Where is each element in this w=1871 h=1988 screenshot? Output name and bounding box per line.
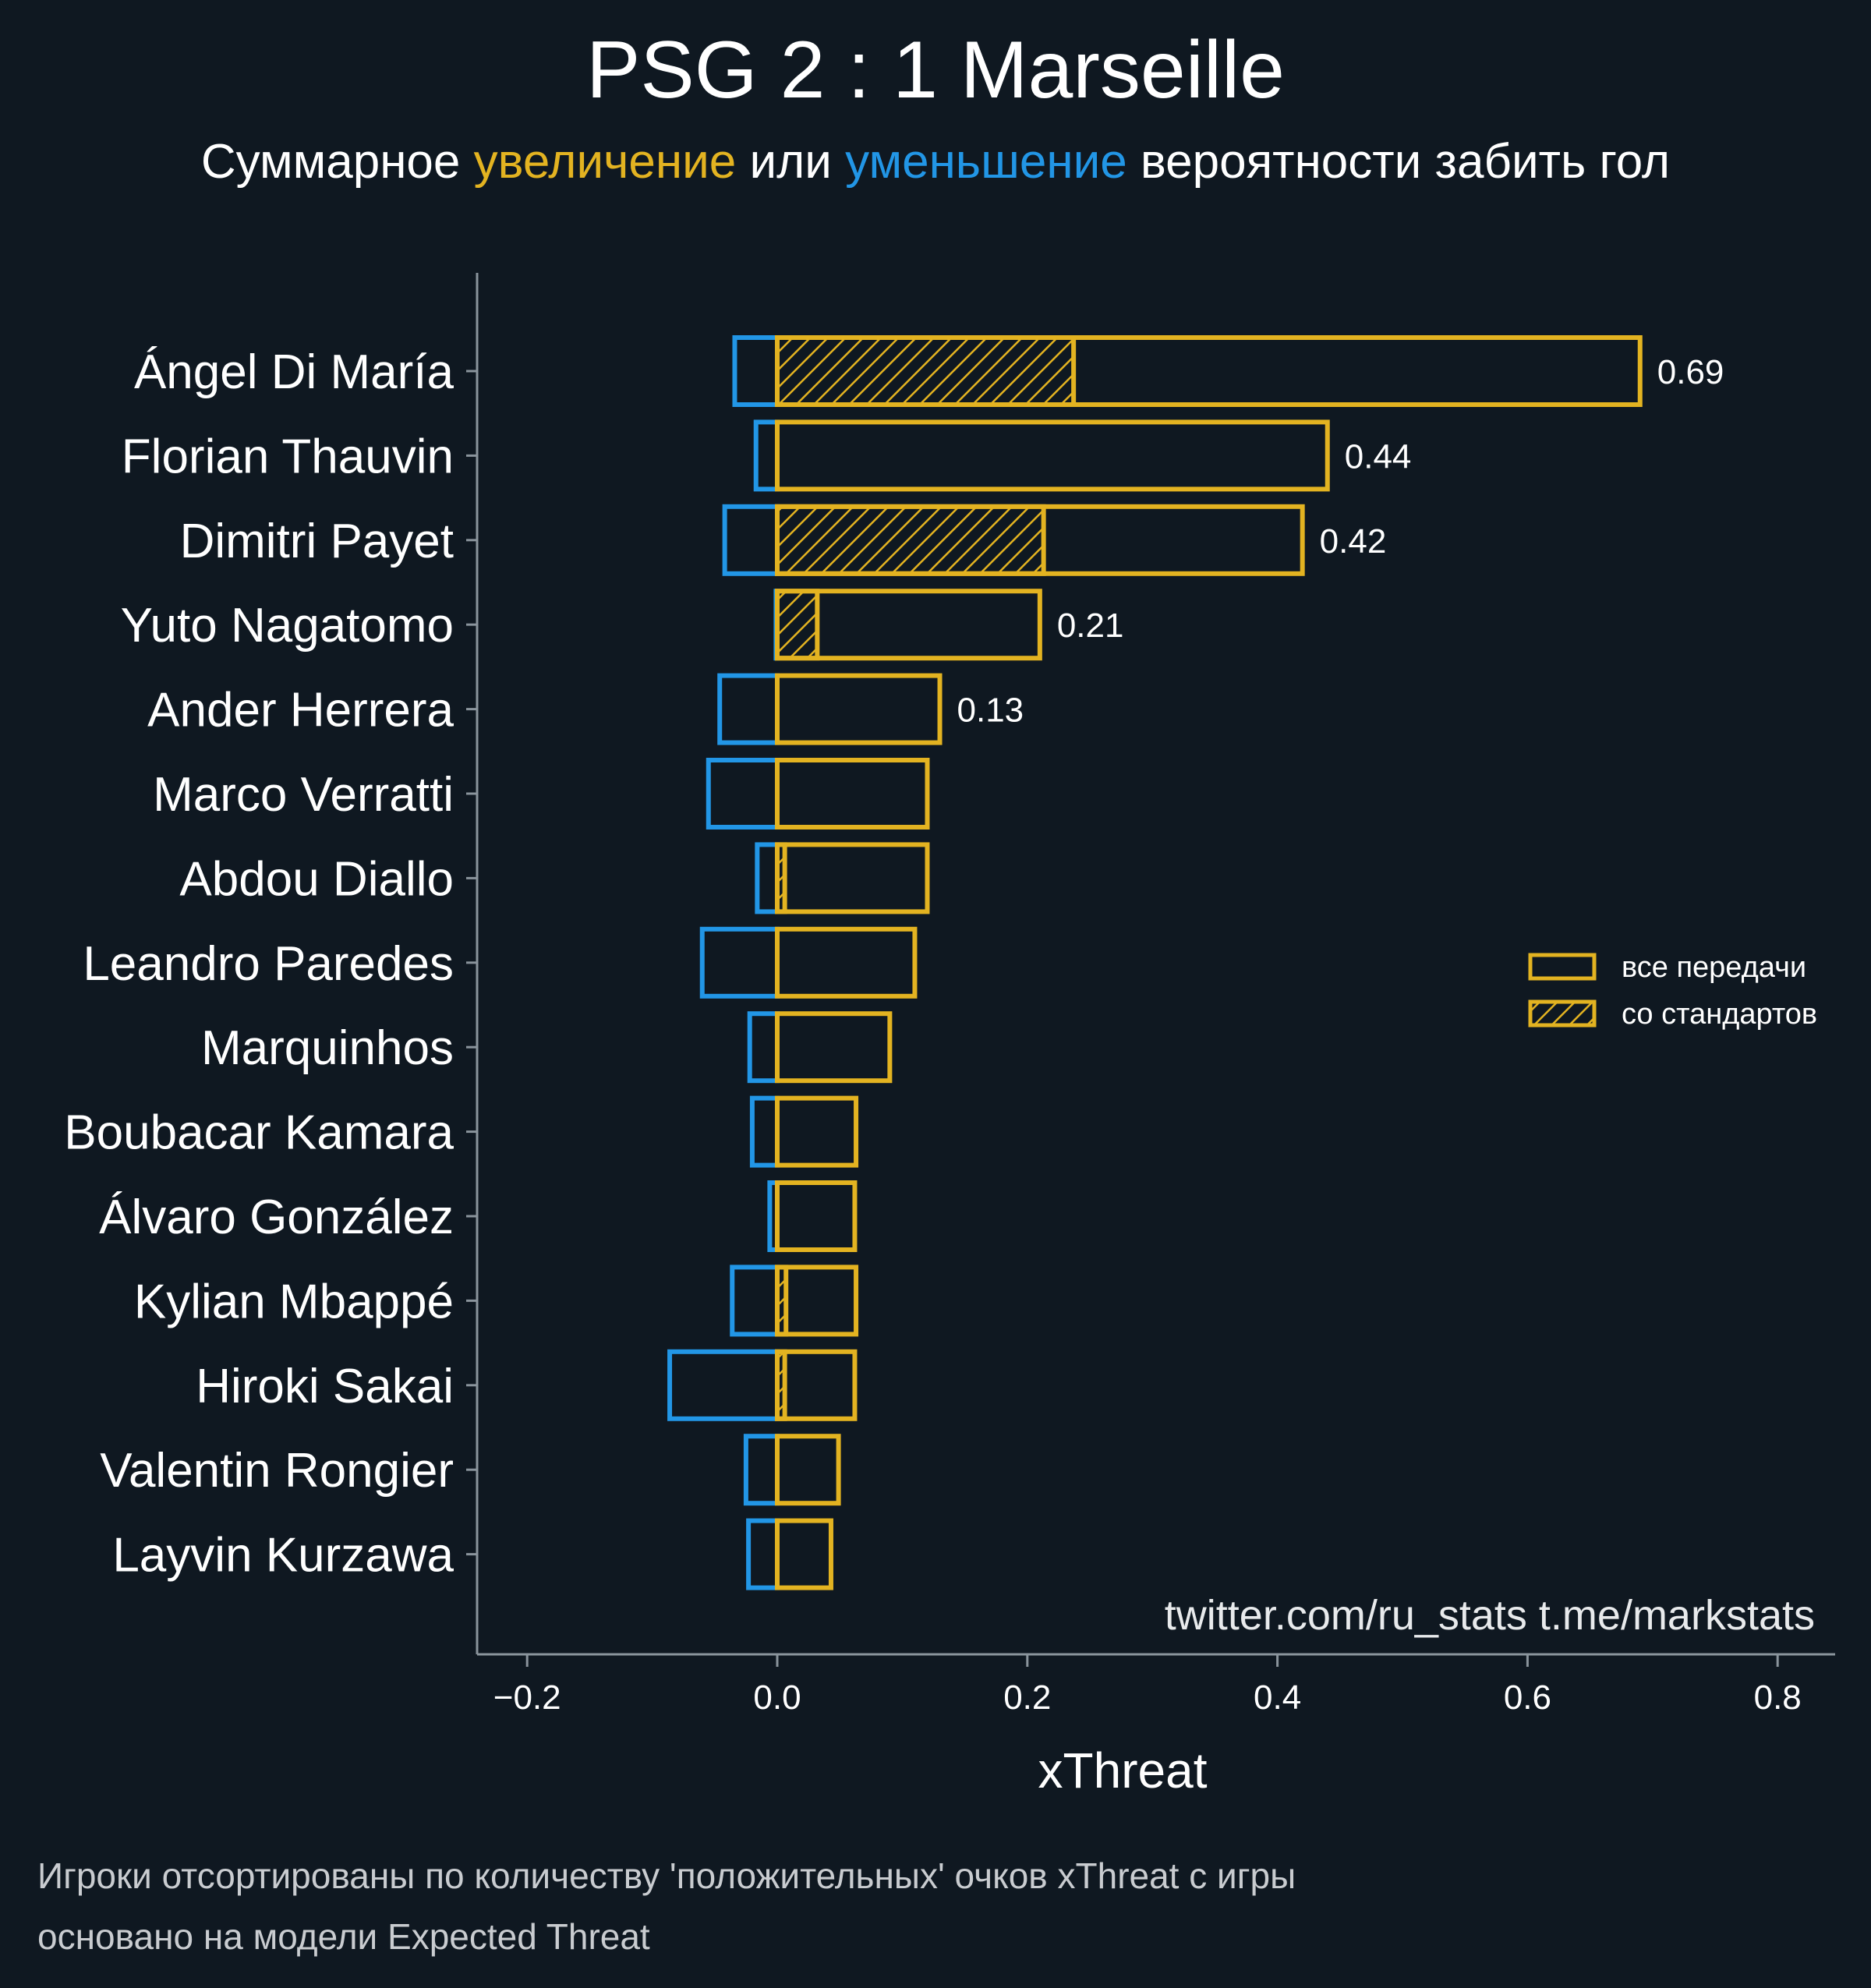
legend-label-all-passes: все передачи xyxy=(1622,951,1806,984)
footnote-model: основано на модели Expected Threat xyxy=(37,1916,650,1957)
subtitle-part2: или xyxy=(736,135,845,189)
bar-negative xyxy=(667,1349,780,1421)
bar-positive xyxy=(775,1349,858,1421)
bar-negative xyxy=(722,504,780,576)
bar-value-label: 0.44 xyxy=(1345,437,1412,476)
bar-negative xyxy=(699,926,780,999)
y-tick-label: Dimitri Payet xyxy=(180,515,454,568)
x-axis-title: xThreat xyxy=(1038,1742,1208,1799)
bar-positive xyxy=(775,758,930,830)
y-tick-label: Marco Verratti xyxy=(153,768,454,822)
footnote-sorting: Игроки отсортированы по количеству 'поло… xyxy=(37,1855,1296,1896)
bar-negative xyxy=(730,1265,780,1337)
x-tick-label: 0.8 xyxy=(1754,1678,1802,1717)
bar-positive xyxy=(775,1011,893,1084)
x-tick-label: −0.2 xyxy=(493,1678,561,1717)
bar-positive xyxy=(775,589,1042,661)
x-tick-label: 0.4 xyxy=(1254,1678,1301,1717)
bar-negative xyxy=(749,1095,780,1168)
credit-text: twitter.com/ru_stats t.me/markstats xyxy=(1165,1592,1815,1639)
bar-negative xyxy=(732,335,780,407)
subtitle-part3: вероятности забить гол xyxy=(1127,135,1670,189)
bar-positive xyxy=(775,1095,859,1168)
y-tick-label: Leandro Paredes xyxy=(83,937,454,991)
bar-positive xyxy=(775,1518,833,1590)
y-tick-label: Abdou Diallo xyxy=(179,852,454,906)
chart-subtitle: Суммарное увеличение или уменьшение веро… xyxy=(201,135,1670,189)
bar-negative xyxy=(747,1011,780,1084)
bar-set-piece xyxy=(775,335,1077,407)
y-tick-label: Valentin Rongier xyxy=(100,1444,454,1498)
bar-negative xyxy=(743,1434,780,1506)
bar-value-label: 0.42 xyxy=(1320,522,1387,561)
axes: −0.2 0.0 0.2 0.4 0.6 0.8 xyxy=(466,273,1835,1717)
bar-negative xyxy=(755,842,780,914)
legend-swatch-set-pieces xyxy=(1528,999,1597,1028)
bar-positive xyxy=(775,335,1643,407)
legend: все передачи со стандартов xyxy=(1528,951,1817,1031)
y-tick-label: Kylian Mbappé xyxy=(134,1275,454,1328)
bar-positive xyxy=(775,926,918,999)
bar-set-piece xyxy=(775,589,820,661)
x-tick-label: 0.2 xyxy=(1003,1678,1051,1717)
bar-value-label: 0.69 xyxy=(1657,353,1724,391)
bar-negative xyxy=(706,758,780,830)
bar-positive xyxy=(775,1265,859,1337)
labels: Ángel Di María 0.69 Florian Thauvin 0.44 Dim… xyxy=(64,345,1724,1583)
bar-positive xyxy=(775,504,1305,576)
bar-positive xyxy=(775,1180,858,1252)
y-tick-label: Hiroki Sakai xyxy=(196,1360,454,1413)
y-tick-label: Florian Thauvin xyxy=(122,430,454,483)
subtitle-increase: увеличение xyxy=(474,135,737,189)
bar-positive xyxy=(775,673,943,745)
y-tick-label: Yuto Nagatomo xyxy=(121,599,454,653)
bar-negative xyxy=(746,1518,780,1590)
y-tick-label: Álvaro González xyxy=(99,1190,454,1244)
bar-positive xyxy=(775,419,1330,492)
bar-set-piece xyxy=(775,504,1046,576)
bar-positive xyxy=(775,1434,841,1506)
bar-negative xyxy=(753,419,780,492)
x-tick-label: 0.0 xyxy=(753,1678,801,1717)
bar-negative xyxy=(717,673,780,745)
y-tick-label: Layvin Kurzawa xyxy=(112,1529,454,1583)
legend-swatch-all-passes xyxy=(1528,953,1597,981)
y-tick-label: Boubacar Kamara xyxy=(64,1106,454,1160)
legend-label-set-pieces: со стандартов xyxy=(1622,998,1817,1031)
y-tick-label: Ander Herrera xyxy=(147,684,454,738)
chart-title: PSG 2 : 1 Marseille xyxy=(586,25,1285,115)
bar-value-label: 0.21 xyxy=(1057,607,1124,645)
subtitle-decrease: уменьшение xyxy=(845,135,1127,189)
subtitle-part1: Суммарное xyxy=(201,135,474,189)
y-tick-label: Marquinhos xyxy=(201,1021,454,1075)
x-tick-label: 0.6 xyxy=(1504,1678,1551,1717)
bar-value-label: 0.13 xyxy=(957,692,1024,730)
bar-positive xyxy=(775,842,930,914)
bars xyxy=(667,335,1643,1590)
y-tick-label: Ángel Di María xyxy=(134,345,454,399)
